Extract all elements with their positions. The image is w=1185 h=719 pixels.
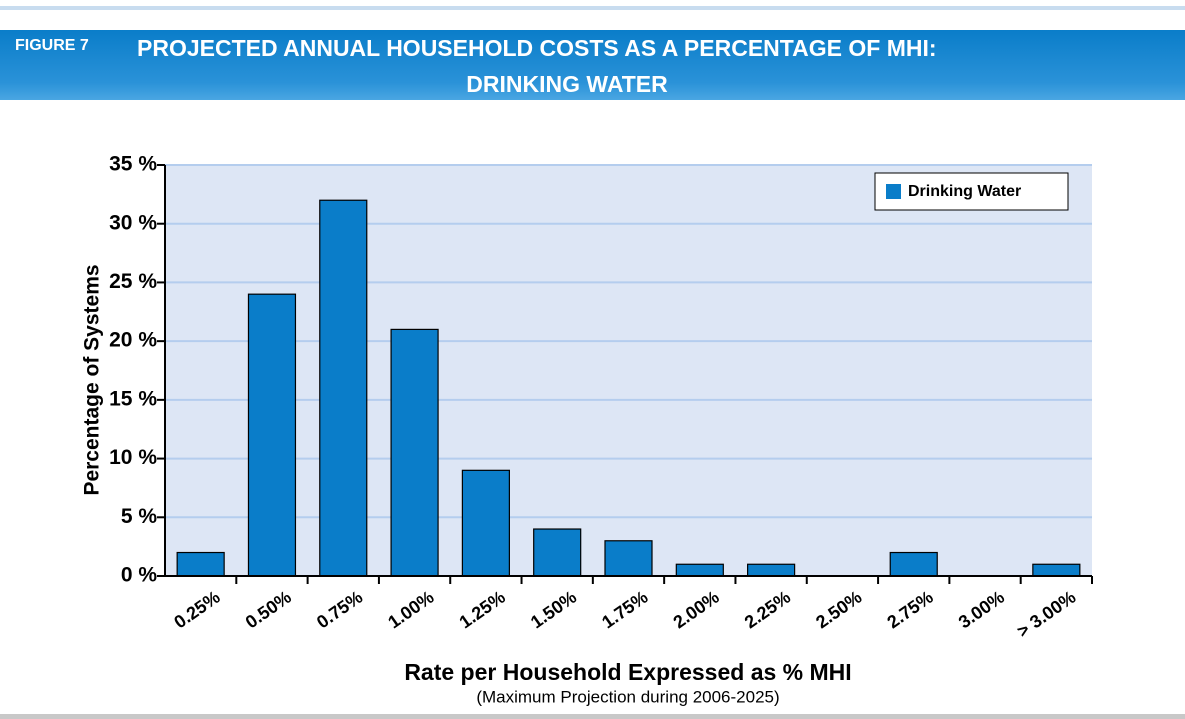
- y-tick-label: 10 %: [109, 446, 157, 469]
- x-tick-label: 2.25%: [741, 587, 794, 633]
- legend-box: [874, 172, 1069, 211]
- y-tick-label: 35 %: [109, 153, 157, 176]
- legend-swatch: [886, 184, 901, 199]
- top-rule: [0, 6, 1185, 10]
- bar: [675, 563, 724, 577]
- y-tick-label: 0 %: [121, 564, 158, 587]
- y-axis-title: Percentage of Systems: [81, 264, 104, 495]
- y-tick-label: 20 %: [109, 329, 157, 352]
- plot-area: [165, 165, 1092, 576]
- x-tick-label: 2.00%: [670, 587, 723, 633]
- bar: [1032, 563, 1081, 577]
- figure-label: FIGURE 7: [15, 37, 89, 54]
- y-tick-label: 5 %: [121, 505, 158, 528]
- x-tick-label: 1.00%: [384, 587, 437, 633]
- chart-title: PROJECTED ANNUAL HOUSEHOLD COSTS AS A PE…: [137, 35, 937, 61]
- x-tick-label: 3.00%: [955, 587, 1008, 633]
- x-tick-label: 1.50%: [527, 587, 580, 633]
- y-tick-label: 25 %: [109, 270, 157, 293]
- x-tick-label: 2.50%: [812, 587, 865, 633]
- x-axis-title: Rate per Household Expressed as % MHI: [404, 659, 851, 685]
- bar: [390, 328, 439, 577]
- bottom-rule: [0, 714, 1185, 719]
- bar: [747, 563, 796, 577]
- bar: [176, 551, 225, 577]
- bar: [889, 551, 938, 577]
- y-tick-label: 30 %: [109, 211, 157, 234]
- x-tick-label: 0.50%: [242, 587, 295, 633]
- legend-label: Drinking Water: [908, 183, 1021, 200]
- x-tick-label: 0.25%: [170, 587, 223, 633]
- bar: [533, 528, 582, 577]
- bar: [247, 293, 297, 577]
- y-tick-label: 15 %: [109, 387, 157, 410]
- bar: [461, 469, 510, 577]
- x-axis-subtitle: (Maximum Projection during 2006-2025): [476, 687, 779, 706]
- x-tick-label: 1.75%: [598, 587, 651, 633]
- bar: [604, 540, 653, 577]
- x-tick-label: 0.75%: [313, 587, 366, 633]
- header-band: [0, 30, 1185, 100]
- bar: [319, 199, 368, 577]
- x-tick-label: 1.25%: [456, 587, 509, 633]
- x-tick-label: > 3.00%: [1013, 587, 1079, 642]
- x-tick-label: 2.75%: [883, 587, 936, 633]
- chart-title: DRINKING WATER: [466, 71, 668, 97]
